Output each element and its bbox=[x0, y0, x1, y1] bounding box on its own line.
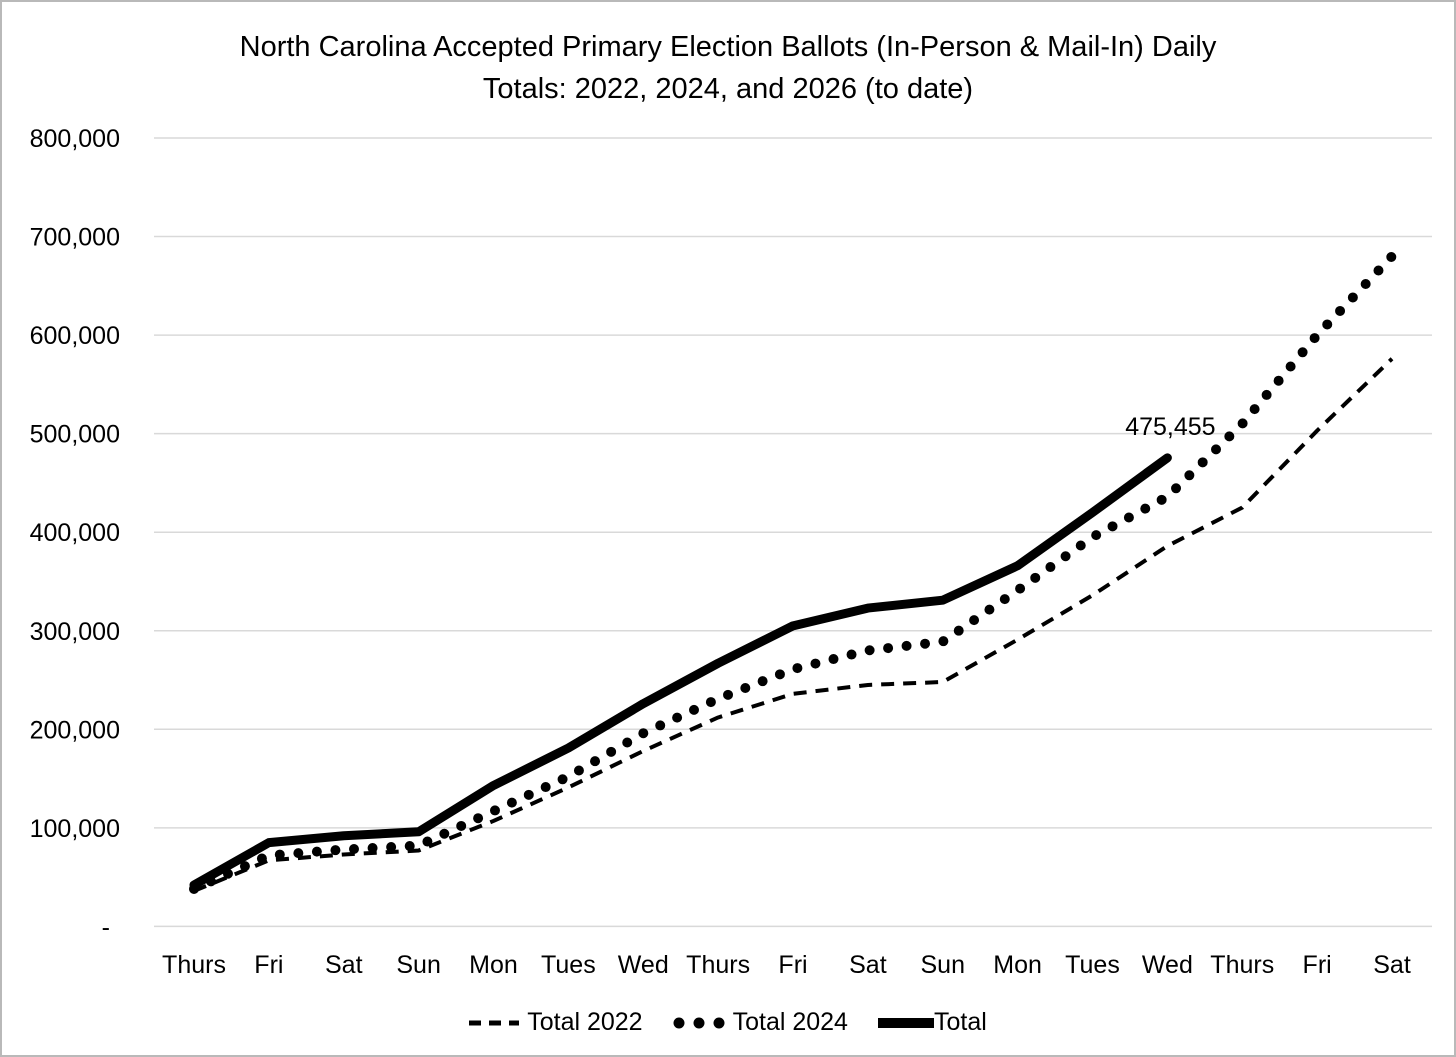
x-axis-tick-label: Tues bbox=[1065, 951, 1120, 979]
legend-label: Total bbox=[933, 1008, 987, 1036]
x-axis-tick-label: Fri bbox=[1303, 951, 1332, 979]
x-axis-tick-label: Wed bbox=[618, 951, 669, 979]
x-axis-tick-label: Fri bbox=[254, 951, 283, 979]
y-axis-tick-label: - bbox=[102, 913, 110, 941]
y-axis-tick-label: 100,000 bbox=[30, 815, 120, 843]
x-axis-tick-label: Sat bbox=[325, 951, 363, 979]
x-axis-tick-label: Wed bbox=[1142, 951, 1193, 979]
legend-item-total-2024: Total 2024 bbox=[673, 1008, 848, 1037]
legend-sample-solid-line bbox=[877, 1017, 934, 1028]
x-axis-tick-label: Tues bbox=[541, 951, 596, 979]
x-axis-tick-label: Thurs bbox=[686, 951, 750, 979]
x-axis-tick-label: Thurs bbox=[162, 951, 226, 979]
legend-sample-dashed-line bbox=[469, 1020, 520, 1025]
y-axis-tick-label: 800,000 bbox=[30, 125, 120, 153]
series-line-total-2022 bbox=[193, 357, 1394, 893]
y-axis-tick-label: 300,000 bbox=[30, 618, 120, 646]
legend-item-total-2022: Total 2022 bbox=[469, 1008, 643, 1037]
y-axis-tick-label: 600,000 bbox=[30, 322, 120, 350]
y-axis-tick-label: 400,000 bbox=[30, 519, 120, 547]
x-axis-tick-label: Sun bbox=[921, 951, 965, 979]
x-axis-tick-label: Fri bbox=[778, 951, 807, 979]
chart-legend: Total 2022 Total 2024 Total bbox=[2, 1008, 1454, 1037]
chart-title-line-1: North Carolina Accepted Primary Election… bbox=[239, 31, 1217, 63]
x-axis-tick-label: Thurs bbox=[1210, 951, 1274, 979]
value-annotation: 475,455 bbox=[1125, 413, 1215, 441]
x-axis-tick-label: Sat bbox=[849, 951, 887, 979]
x-axis-tick-label: Sun bbox=[396, 951, 440, 979]
legend-label: Total 2022 bbox=[527, 1008, 643, 1036]
x-axis-tick-label: Mon bbox=[469, 951, 518, 979]
chart-title-line-2: Totals: 2022, 2024, and 2026 (to date) bbox=[482, 73, 974, 105]
legend-item-total: Total bbox=[877, 1008, 987, 1037]
y-axis-tick-label: 200,000 bbox=[30, 716, 120, 744]
x-axis-tick-label: Sat bbox=[1373, 951, 1411, 979]
chart-title: North Carolina Accepted Primary Election… bbox=[2, 26, 1454, 110]
series-line-total bbox=[189, 453, 1172, 890]
y-axis-tick-label: 700,000 bbox=[30, 224, 120, 252]
y-axis-tick-label: 500,000 bbox=[30, 421, 120, 449]
x-axis-tick-label: Mon bbox=[993, 951, 1042, 979]
series-line-total-2024 bbox=[189, 251, 1397, 894]
legend-label: Total 2024 bbox=[732, 1008, 848, 1036]
legend-sample-dotted-line bbox=[673, 1017, 725, 1028]
